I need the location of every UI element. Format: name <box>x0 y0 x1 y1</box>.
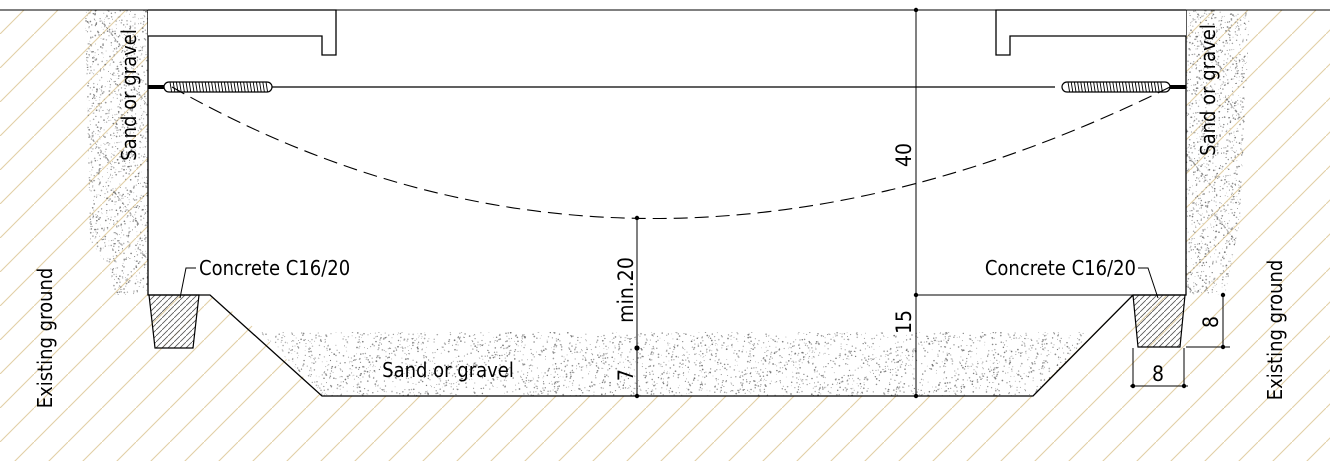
dimension-lines <box>636 10 1230 396</box>
leader-concrete-left <box>179 267 196 299</box>
spring-left <box>163 81 273 93</box>
label-sand-gravel-bottom: Sand or gravel <box>382 358 514 382</box>
sand-bed-fill <box>260 332 1090 396</box>
leader-concrete-right <box>1138 267 1159 299</box>
dim-lower-height: 15 <box>892 310 916 334</box>
sand-fill-right <box>1186 10 1250 295</box>
dim-total-height: 40 <box>892 143 916 167</box>
dim-footing-height: 8 <box>1199 316 1223 328</box>
label-existing-ground-right: Existing ground <box>1263 260 1287 401</box>
dim-bed-thickness: 7 <box>614 369 638 381</box>
concrete-footing-left <box>148 294 200 349</box>
dim-min-clearance: min.20 <box>614 257 638 323</box>
cover-plate-left <box>148 9 337 56</box>
label-concrete-left: Concrete C16/20 <box>199 256 350 280</box>
label-concrete-right: Concrete C16/20 <box>985 256 1136 280</box>
label-existing-ground-left: Existing ground <box>33 268 57 409</box>
cable-sag-curve <box>171 86 1171 219</box>
dimension-ticks <box>634 7 1226 399</box>
cover-plate-right <box>995 9 1186 56</box>
label-sand-gravel-left: Sand or gravel <box>117 29 141 161</box>
dim-footing-width: 8 <box>1152 362 1164 386</box>
concrete-footing-right <box>1132 294 1186 348</box>
label-sand-gravel-right: Sand or gravel <box>1196 24 1220 156</box>
existing-ground-hatch <box>0 10 1330 461</box>
